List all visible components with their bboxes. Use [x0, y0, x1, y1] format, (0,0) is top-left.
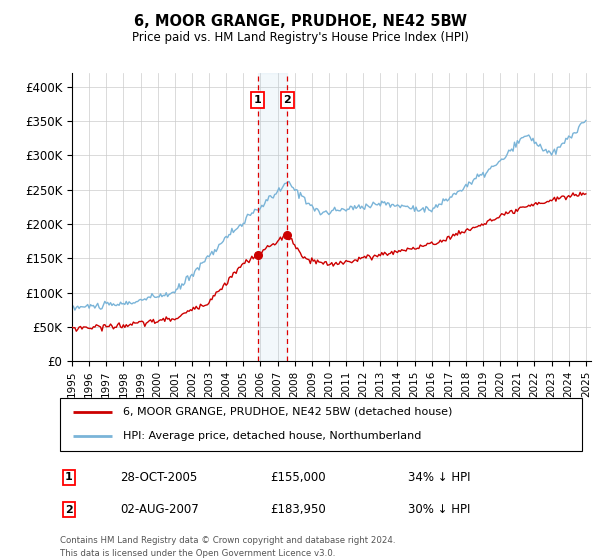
Text: 02-AUG-2007: 02-AUG-2007	[120, 503, 199, 516]
Text: HPI: Average price, detached house, Northumberland: HPI: Average price, detached house, Nort…	[122, 431, 421, 441]
Text: 2: 2	[284, 95, 292, 105]
Bar	[257, 73, 287, 361]
Text: £183,950: £183,950	[270, 503, 326, 516]
Text: £155,000: £155,000	[270, 470, 326, 484]
Text: 2: 2	[65, 505, 73, 515]
Text: 34% ↓ HPI: 34% ↓ HPI	[408, 470, 470, 484]
Text: Contains HM Land Registry data © Crown copyright and database right 2024.: Contains HM Land Registry data © Crown c…	[60, 536, 395, 545]
Text: 1: 1	[254, 95, 262, 105]
Text: This data is licensed under the Open Government Licence v3.0.: This data is licensed under the Open Gov…	[60, 549, 335, 558]
Text: Price paid vs. HM Land Registry's House Price Index (HPI): Price paid vs. HM Land Registry's House …	[131, 31, 469, 44]
Text: 1: 1	[65, 472, 73, 482]
Text: 28-OCT-2005: 28-OCT-2005	[120, 470, 197, 484]
FancyBboxPatch shape	[60, 398, 582, 451]
Text: 6, MOOR GRANGE, PRUDHOE, NE42 5BW (detached house): 6, MOOR GRANGE, PRUDHOE, NE42 5BW (detac…	[122, 407, 452, 417]
Text: 6, MOOR GRANGE, PRUDHOE, NE42 5BW: 6, MOOR GRANGE, PRUDHOE, NE42 5BW	[133, 14, 467, 29]
Text: 30% ↓ HPI: 30% ↓ HPI	[408, 503, 470, 516]
